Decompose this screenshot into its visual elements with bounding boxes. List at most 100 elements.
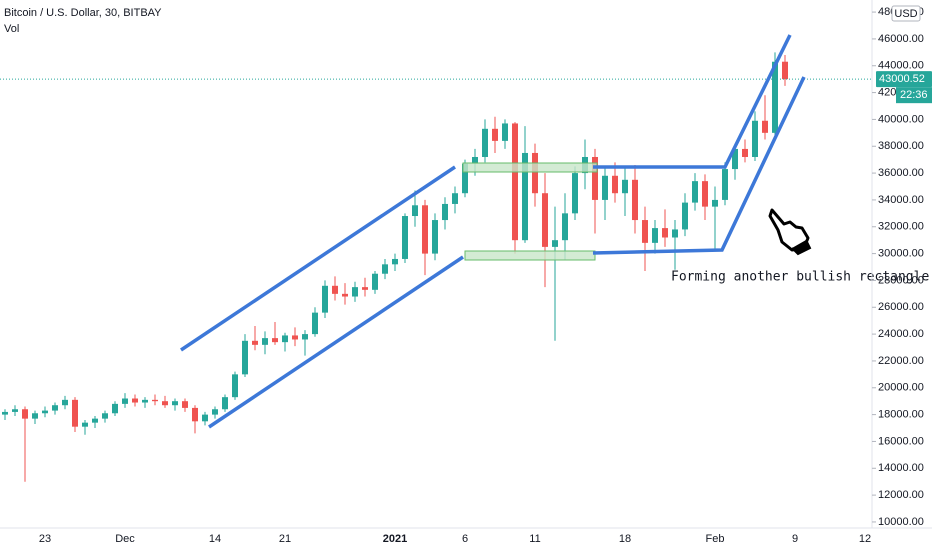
- candle-body: [52, 405, 58, 411]
- candle-body: [42, 410, 48, 414]
- candle-body: [392, 258, 398, 265]
- y-tick-label: 26000.00: [878, 301, 924, 313]
- candle-body: [152, 399, 158, 402]
- last-price-label: 43000.52: [879, 73, 925, 85]
- x-tick-label: Feb: [706, 533, 725, 545]
- candle-body: [302, 334, 308, 340]
- y-tick-label: 40000.00: [878, 113, 924, 125]
- x-tick-label: 21: [279, 533, 291, 545]
- candle-body: [572, 173, 578, 214]
- candle-body: [512, 123, 518, 241]
- candle-body: [72, 399, 78, 427]
- candle-body: [682, 202, 688, 230]
- candle-body: [282, 335, 288, 343]
- y-tick-label: 16000.00: [878, 435, 924, 447]
- candle-body: [652, 228, 658, 243]
- candle-body: [322, 285, 328, 313]
- annotation: Forming another bullish rectangle: [671, 270, 929, 285]
- y-tick-label: 30000.00: [878, 248, 924, 260]
- x-tick-label: 2021: [383, 533, 407, 545]
- chart-title: Bitcoin / U.S. Dollar, 30, BITBAY: [4, 7, 162, 19]
- candle-body: [92, 418, 98, 423]
- candle-body: [672, 229, 678, 238]
- candle-body: [692, 181, 698, 203]
- candle-body: [232, 374, 238, 398]
- candle-body: [642, 220, 648, 243]
- candle-body: [352, 287, 358, 297]
- candle-body: [222, 397, 228, 410]
- candle-body: [102, 413, 108, 419]
- trend-line: [208, 255, 464, 429]
- x-tick-label: Dec: [115, 533, 135, 545]
- candle-body: [262, 338, 268, 345]
- candle-body: [562, 213, 568, 241]
- x-tick-label: 12: [859, 533, 871, 545]
- candle-body: [252, 340, 258, 345]
- candle-body: [622, 179, 628, 194]
- y-tick-label: 22000.00: [878, 355, 924, 367]
- candle-body: [782, 61, 788, 80]
- countdown-badge: [896, 87, 932, 104]
- candle-body: [452, 193, 458, 204]
- y-tick-label: 12000.00: [878, 489, 924, 501]
- countdown-label: 22:36: [900, 89, 928, 101]
- y-tick-label: 14000.00: [878, 462, 924, 474]
- candles: [0, 52, 872, 482]
- candle-body: [292, 335, 298, 340]
- candle-body: [552, 240, 558, 247]
- candle-body: [422, 205, 428, 254]
- x-tick-label: 18: [619, 533, 631, 545]
- drawings: Forming another bullish rectangle: [180, 34, 929, 429]
- candle-body: [142, 399, 148, 403]
- candle-body: [82, 422, 88, 427]
- last-price-badge: [876, 71, 932, 88]
- candle-body: [702, 181, 708, 207]
- candle-body: [662, 228, 668, 238]
- candle-body: [272, 338, 278, 343]
- trend-line: [180, 165, 456, 352]
- y-tick-label: 46000.00: [878, 33, 924, 45]
- candle-body: [132, 398, 138, 403]
- candle-body: [342, 293, 348, 297]
- y-tick-label: 24000.00: [878, 328, 924, 340]
- candle-body: [412, 205, 418, 217]
- rectangle-zone: [464, 250, 596, 261]
- candle-body: [462, 163, 468, 194]
- candle-body: [592, 156, 598, 200]
- currency-label: USD: [894, 8, 917, 20]
- candle-body: [202, 414, 208, 422]
- candle-body: [22, 409, 28, 419]
- candle-body: [772, 61, 778, 133]
- candle-body: [332, 285, 338, 294]
- candle-body: [762, 120, 768, 133]
- candle-body: [12, 409, 18, 412]
- y-tick-label: 36000.00: [878, 167, 924, 179]
- candle-body: [542, 193, 548, 247]
- x-tick-label: 6: [462, 533, 468, 545]
- candle-body: [722, 169, 728, 200]
- candle-body: [2, 411, 8, 415]
- x-tick-label: 9: [792, 533, 798, 545]
- y-tick-label: 28000.00: [878, 274, 924, 286]
- candle-body: [182, 401, 188, 408]
- candle-body: [432, 220, 438, 254]
- candle-body: [602, 175, 608, 200]
- subtitle: Vol: [4, 23, 19, 35]
- candle-body: [442, 203, 448, 221]
- rectangle-zone: [462, 162, 598, 173]
- y-tick-label: 38000.00: [878, 140, 924, 152]
- x-tick-label: 14: [209, 533, 221, 545]
- candle-body: [532, 152, 538, 194]
- candle-body: [472, 156, 478, 164]
- candle-body: [62, 399, 68, 406]
- candle-body: [742, 148, 748, 157]
- y-tick-label: 18000.00: [878, 409, 924, 421]
- y-tick-label: 20000.00: [878, 382, 924, 394]
- candle-body: [752, 120, 758, 157]
- y-tick-label: 44000.00: [878, 60, 924, 72]
- x-tick-label: 23: [39, 533, 51, 545]
- candle-body: [242, 340, 248, 375]
- candle-body: [172, 401, 178, 406]
- candle-body: [112, 403, 118, 414]
